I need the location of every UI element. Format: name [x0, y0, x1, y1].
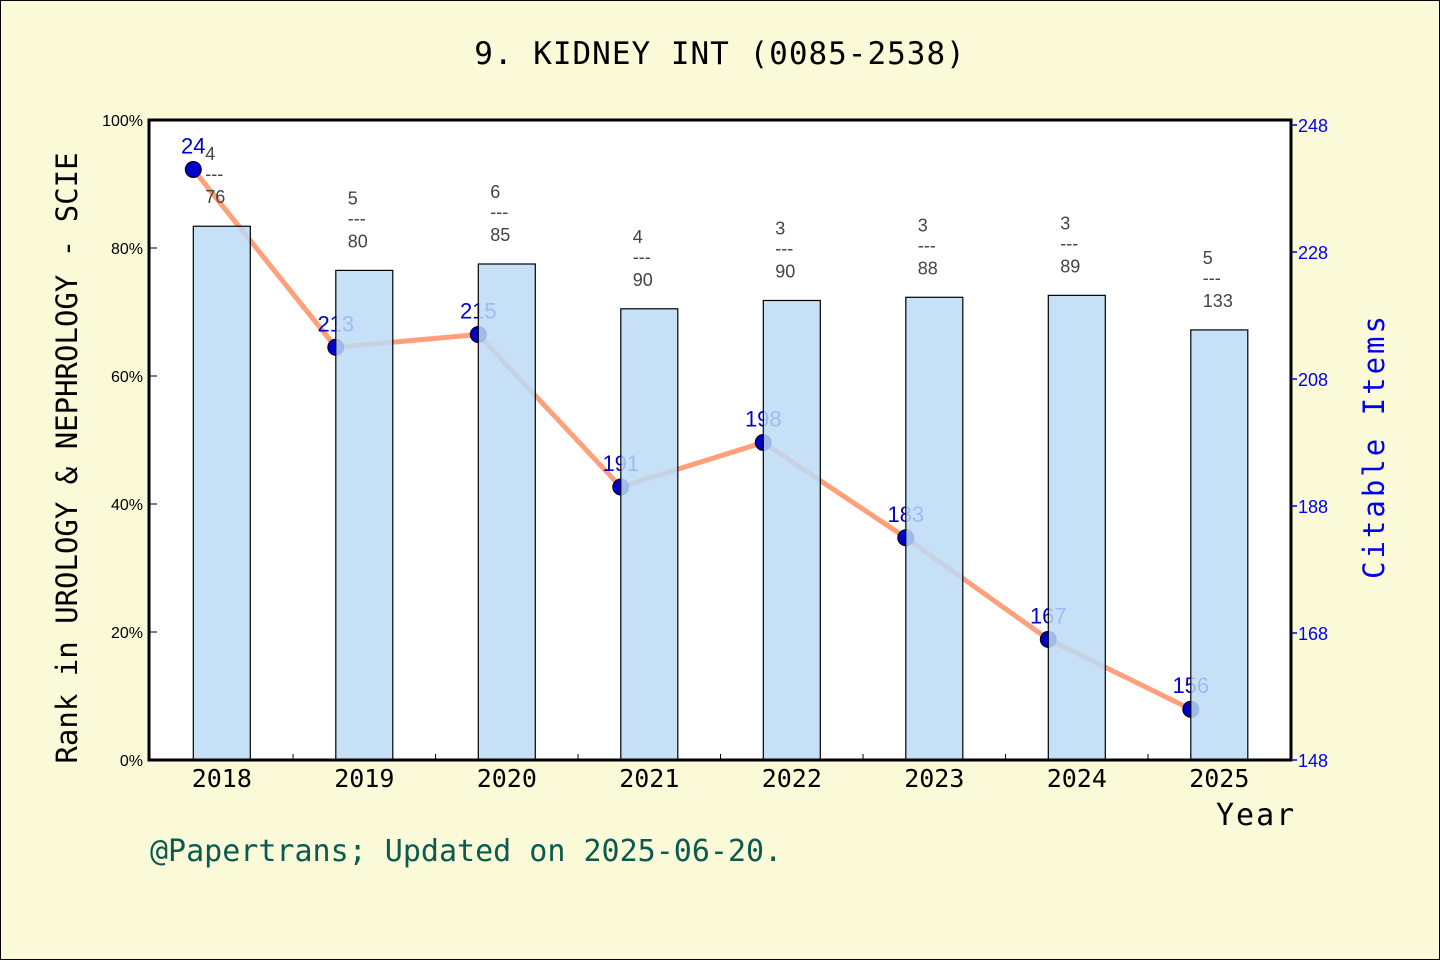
rank-denominator: 76 [205, 187, 225, 207]
y-tick-right: 168 [1298, 624, 1328, 644]
y-tick-right: 188 [1298, 497, 1328, 517]
plot-border [147, 118, 1293, 762]
x-tick-label: 2019 [334, 764, 394, 793]
rank-numerator: 5 [1203, 248, 1213, 268]
rank-bar-2025 [1190, 329, 1249, 761]
rank-bars [192, 225, 1249, 761]
rank-bar-2021 [620, 308, 679, 761]
y-tick-right: 148 [1298, 751, 1328, 771]
rank-bar-2018 [192, 225, 251, 761]
rank-numerator: 4 [205, 144, 215, 164]
footer-credit: @Papertrans; Updated on 2025-06-20. [150, 834, 783, 869]
y-tick-left: 100% [102, 113, 143, 130]
x-tick-label: 2021 [619, 764, 679, 793]
data-point-label: 24 [181, 133, 205, 158]
y-tick-right: 248 [1298, 116, 1328, 136]
rank-separator: --- [633, 247, 651, 267]
rank-bar-2023 [905, 296, 964, 761]
rank-separator: --- [490, 202, 508, 222]
rank-separator: --- [918, 235, 936, 255]
x-tick-label: 2025 [1189, 764, 1249, 793]
rank-denominator: 90 [633, 270, 653, 290]
y-tick-right: 208 [1298, 370, 1328, 390]
rank-denominator: 80 [348, 231, 368, 251]
x-tick-label: 2022 [762, 764, 822, 793]
y-tick-right: 228 [1298, 243, 1328, 263]
rank-separator: --- [775, 238, 793, 258]
y-tick-left: 0% [120, 753, 143, 770]
rank-numerator: 5 [348, 188, 358, 208]
rank-separator: --- [1203, 268, 1221, 288]
rank-denominator: 133 [1203, 291, 1233, 311]
x-tick-label: 2020 [477, 764, 537, 793]
rank-bar-2022 [762, 299, 821, 761]
y-tick-left: 20% [111, 625, 143, 642]
rank-numerator: 3 [775, 218, 785, 238]
x-tick-label: 2024 [1047, 764, 1107, 793]
x-tick-label: 2023 [904, 764, 964, 793]
rank-separator: --- [348, 208, 366, 228]
rank-numerator: 3 [1060, 213, 1070, 233]
rank-denominator: 88 [918, 258, 938, 278]
rank-numerator: 6 [490, 182, 500, 202]
rank-numerator: 3 [918, 215, 928, 235]
rank-denominator: 89 [1060, 256, 1080, 276]
rank-numerator: 4 [633, 227, 643, 247]
y-tick-left: 80% [111, 241, 143, 258]
rank-fraction-labels: 4---76 5---806---85 4---903---903---883---… [205, 144, 1233, 311]
rank-bar-2020 [477, 263, 536, 761]
y-tick-left: 40% [111, 497, 143, 514]
rank-bar-2024 [1047, 294, 1106, 761]
y-tick-left: 60% [111, 369, 143, 386]
rank-separator: --- [205, 164, 223, 184]
chart-title: 9. KIDNEY INT (0085-2538) [474, 36, 966, 72]
rank-denominator: 90 [775, 261, 795, 281]
x-tick-label: 2018 [192, 764, 252, 793]
x-axis-label: Year [1216, 798, 1297, 833]
rank-denominator: 85 [490, 225, 510, 245]
data-point-marker [184, 160, 202, 178]
plot-background [149, 120, 1291, 760]
rank-separator: --- [1060, 233, 1078, 253]
axes: 0% 20% 40% 60% 80% 100% 148 168 188 208 228 248 2018… [102, 113, 1328, 793]
rank-bar-2019 [335, 269, 394, 761]
